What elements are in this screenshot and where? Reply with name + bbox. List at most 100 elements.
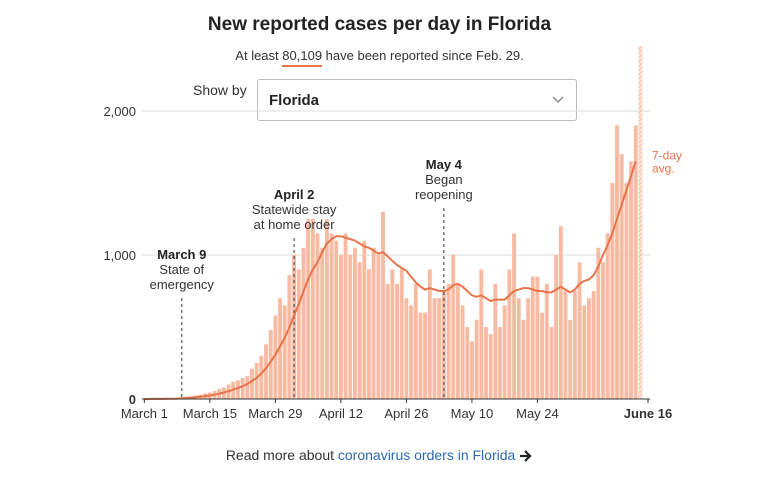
bar	[432, 298, 437, 399]
avg-label: 7-day	[652, 148, 682, 162]
bar	[441, 291, 446, 399]
show-by-label: Show by	[193, 82, 247, 98]
bar	[329, 233, 334, 399]
bar	[516, 298, 521, 399]
bar	[310, 219, 315, 399]
x-tick-label: May 10	[451, 406, 494, 421]
bar	[474, 319, 479, 399]
bar	[385, 283, 390, 399]
bar	[619, 154, 624, 399]
bar	[268, 329, 273, 399]
orders-link[interactable]: coronavirus orders in Florida	[337, 447, 516, 463]
arrow-right-icon	[520, 450, 532, 463]
annotation-title: April 2	[274, 187, 314, 202]
bar	[395, 283, 399, 399]
bar	[338, 255, 343, 399]
region-select-value: Florida	[269, 92, 320, 109]
annotation-text: Statewide stay	[252, 202, 337, 217]
bar	[502, 305, 507, 399]
bar	[282, 305, 287, 399]
bar	[437, 298, 442, 399]
axes-group: 0 1,000 2,000 March 1 March 15 March 29 April …	[103, 104, 672, 421]
bar	[320, 247, 325, 399]
bar	[324, 219, 329, 399]
bar	[301, 247, 306, 399]
bar	[413, 283, 418, 399]
bar	[521, 319, 526, 399]
total-cases-number: 80,109	[282, 48, 323, 67]
bar	[610, 183, 615, 399]
bar	[465, 327, 470, 399]
bar	[292, 255, 297, 399]
y-tick-label: 2,000	[103, 104, 136, 119]
bar	[596, 247, 601, 399]
bar	[236, 380, 240, 399]
bar	[390, 269, 395, 399]
bar	[404, 298, 409, 399]
annotation-text: reopening	[415, 187, 473, 202]
annotation-text: State of	[159, 262, 204, 277]
bar	[315, 233, 320, 399]
bar	[245, 375, 250, 399]
bar	[540, 312, 545, 399]
bar	[530, 276, 535, 399]
bar	[357, 262, 362, 399]
bar	[558, 226, 563, 399]
seven-day-average-line	[144, 161, 637, 400]
bar	[259, 355, 264, 399]
bar	[601, 262, 605, 399]
bar	[254, 363, 259, 399]
subtitle: At least 80,109 have been reported since…	[0, 48, 759, 67]
subtitle-suffix: have been reported since Feb. 29.	[325, 48, 524, 63]
bar	[446, 283, 451, 399]
bar	[264, 344, 268, 399]
bar	[399, 269, 404, 399]
annotation-text: Began	[425, 172, 463, 187]
bar	[512, 233, 516, 399]
bar	[629, 161, 633, 399]
bar	[287, 275, 292, 399]
subtitle-prefix: At least	[235, 48, 279, 63]
footer-prefix: Read more about	[225, 447, 334, 463]
bar	[544, 283, 549, 399]
bar	[591, 291, 596, 399]
bar	[343, 233, 348, 399]
bar	[460, 305, 465, 399]
bar	[526, 298, 531, 399]
y-tick-label: 0	[129, 392, 136, 407]
chevron-down-icon	[552, 96, 564, 104]
bar	[427, 269, 432, 399]
bar	[353, 247, 357, 399]
annotation-text: emergency	[150, 277, 215, 292]
x-tick-label: March 15	[183, 406, 237, 421]
x-tick-label: March 29	[248, 406, 302, 421]
bar	[577, 262, 582, 399]
bar	[507, 269, 512, 399]
bar	[455, 283, 460, 399]
bars-group	[142, 46, 643, 400]
bar	[633, 125, 638, 400]
bar	[498, 327, 502, 399]
bar	[371, 247, 376, 399]
bar	[348, 255, 353, 399]
x-tick-label: March 1	[121, 406, 168, 421]
bar	[240, 378, 245, 399]
bar	[296, 269, 301, 399]
bar	[488, 334, 493, 399]
annotation-title: May 4	[426, 157, 463, 172]
bar	[535, 276, 540, 399]
region-select[interactable]: Florida	[257, 79, 577, 121]
bar	[568, 319, 573, 399]
x-tick-label: April 12	[319, 406, 363, 421]
bar	[554, 255, 559, 399]
bar	[423, 312, 428, 399]
bar	[484, 327, 488, 399]
x-tick-label: April 26	[384, 406, 428, 421]
annotation-text: at home order	[254, 217, 336, 232]
grid-lines	[142, 110, 650, 256]
annotation-title: March 9	[157, 247, 206, 262]
bar	[367, 269, 371, 399]
